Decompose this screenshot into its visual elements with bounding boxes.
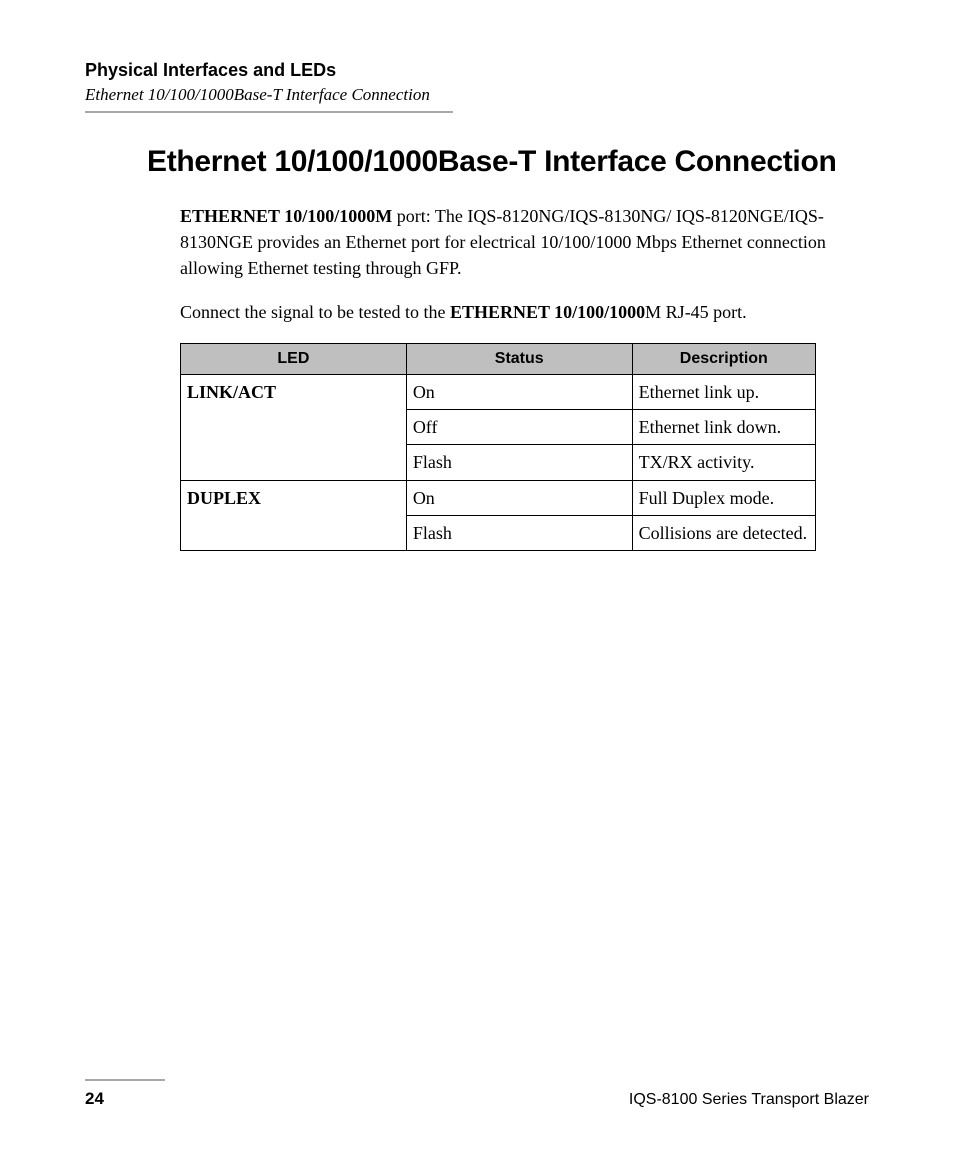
cell-led: DUPLEX	[181, 480, 407, 551]
table-row: DUPLEX On Full Duplex mode.	[181, 480, 816, 515]
cell-desc: TX/RX activity.	[632, 445, 815, 480]
col-status: Status	[406, 343, 632, 374]
cell-status: On	[406, 374, 632, 409]
col-desc: Description	[632, 343, 815, 374]
port-label-bold-2: ETHERNET 10/100/1000	[450, 302, 645, 322]
paragraph-1: ETHERNET 10/100/1000M port: The IQS-8120…	[180, 203, 829, 281]
led-table: LED Status Description LINK/ACT On Ether…	[180, 343, 816, 551]
page-title: Ethernet 10/100/1000Base-T Interface Con…	[147, 143, 869, 181]
paragraph-2: Connect the signal to be tested to the E…	[180, 299, 829, 325]
cell-status: Flash	[406, 516, 632, 551]
paragraph-2-post: M RJ-45 port.	[645, 302, 747, 322]
cell-desc: Ethernet link down.	[632, 410, 815, 445]
header-rule	[85, 111, 453, 113]
port-label-bold: ETHERNET 10/100/1000M	[180, 206, 392, 226]
cell-status: On	[406, 480, 632, 515]
footer: 24 IQS-8100 Series Transport Blazer	[85, 1079, 869, 1109]
table-header-row: LED Status Description	[181, 343, 816, 374]
cell-led: LINK/ACT	[181, 374, 407, 480]
cell-desc: Full Duplex mode.	[632, 480, 815, 515]
cell-desc: Collisions are detected.	[632, 516, 815, 551]
footer-product: IQS-8100 Series Transport Blazer	[629, 1091, 869, 1109]
page-number: 24	[85, 1089, 104, 1109]
col-led: LED	[181, 343, 407, 374]
header-chapter: Physical Interfaces and LEDs	[85, 60, 869, 81]
cell-status: Flash	[406, 445, 632, 480]
cell-status: Off	[406, 410, 632, 445]
header-section: Ethernet 10/100/1000Base-T Interface Con…	[85, 85, 869, 105]
table-row: LINK/ACT On Ethernet link up.	[181, 374, 816, 409]
cell-desc: Ethernet link up.	[632, 374, 815, 409]
paragraph-2-pre: Connect the signal to be tested to the	[180, 302, 450, 322]
footer-rule	[85, 1079, 165, 1081]
